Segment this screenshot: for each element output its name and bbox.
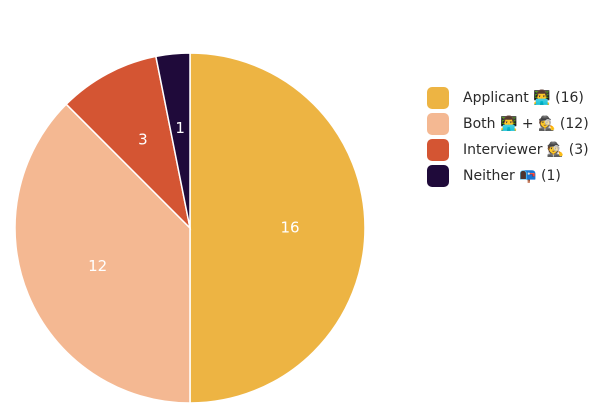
legend-label-applicant: Applicant 👨‍💻 (16) xyxy=(463,90,584,106)
legend-item-applicant[interactable]: Applicant 👨‍💻 (16) xyxy=(427,85,597,111)
legend-label-both: Both 👨‍💻 + 🕵️ (12) xyxy=(463,116,589,132)
pie-slice-interviewer[interactable] xyxy=(65,55,192,231)
legend-label-neither: Neither 📭 (1) xyxy=(463,168,561,184)
pie-slice-label-neither: 1 xyxy=(175,119,185,137)
chart-legend: Applicant 👨‍💻 (16) Both 👨‍💻 + 🕵️ (12) In… xyxy=(427,85,597,189)
legend-swatch-neither xyxy=(427,165,449,187)
pie-slice-applicant[interactable] xyxy=(189,52,366,404)
pie-slice-label-both: 12 xyxy=(88,257,107,275)
legend-swatch-both xyxy=(427,113,449,135)
pie-slice-label-applicant: 16 xyxy=(280,219,299,237)
legend-item-both[interactable]: Both 👨‍💻 + 🕵️ (12) xyxy=(427,111,597,137)
legend-item-neither[interactable]: Neither 📭 (1) xyxy=(427,163,597,189)
pie-slice-labels: 16 12 3 1 xyxy=(88,119,299,275)
pie-slice-neither[interactable] xyxy=(154,52,191,229)
pie-slice-label-interviewer: 3 xyxy=(138,130,148,148)
legend-label-interviewer: Interviewer 🕵️ (3) xyxy=(463,142,589,158)
pie-slices xyxy=(14,52,366,404)
legend-swatch-applicant xyxy=(427,87,449,109)
legend-item-interviewer[interactable]: Interviewer 🕵️ (3) xyxy=(427,137,597,163)
legend-swatch-interviewer xyxy=(427,139,449,161)
pie-slice-both[interactable] xyxy=(14,103,191,404)
